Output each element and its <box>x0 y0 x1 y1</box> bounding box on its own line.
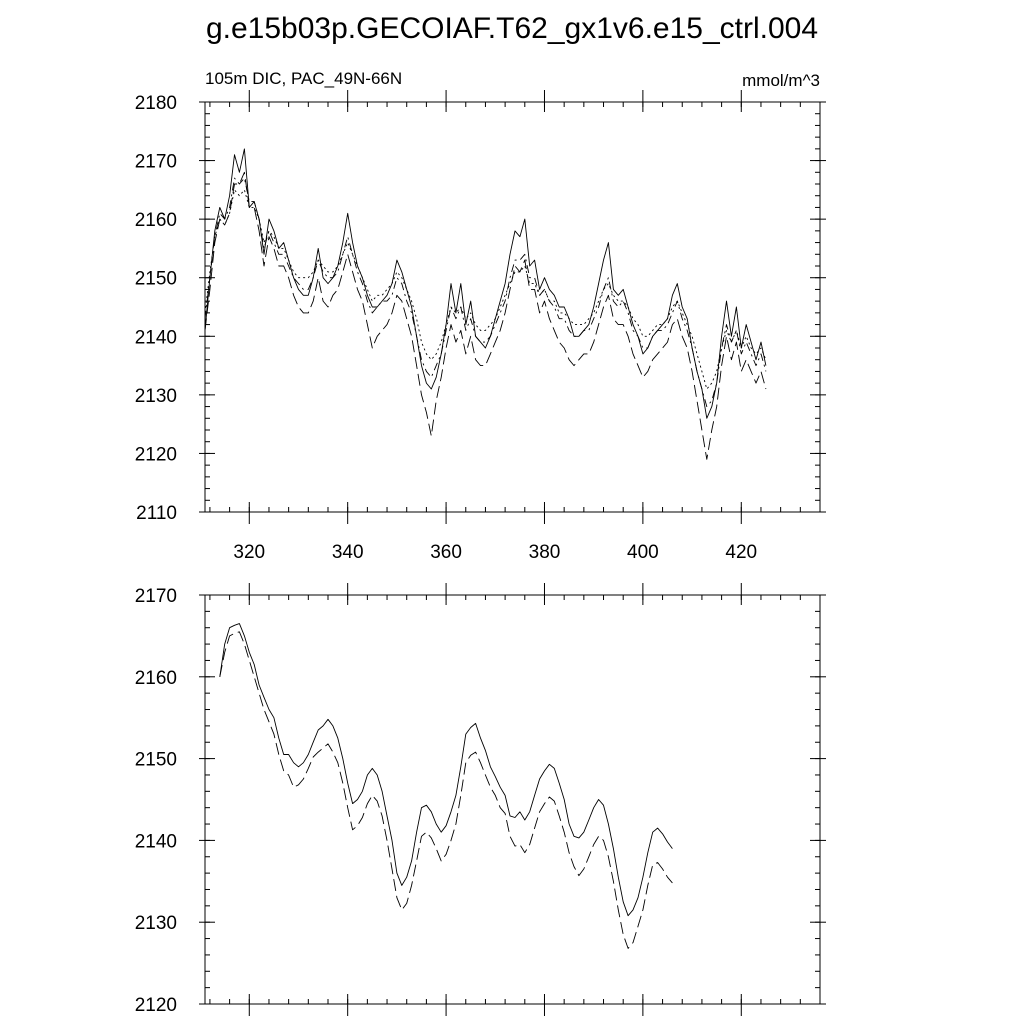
top-y-tick-label: 2130 <box>135 386 177 407</box>
top-x-tick-label: 340 <box>332 542 364 563</box>
top-y-tick-label: 2160 <box>135 210 177 231</box>
figure-title: g.e15b03p.GECOIAF.T62_gx1v6.e15_ctrl.004 <box>206 12 818 45</box>
top-y-tick-label: 2170 <box>135 152 177 173</box>
top-panel-subtitle-left: 105m DIC, PAC_49N-66N <box>205 69 402 88</box>
top-plot-frame <box>204 101 821 513</box>
bottom-y-tick-label: 2160 <box>135 668 177 689</box>
bottom-series-line-1-solid <box>219 623 673 917</box>
top-series-line-4-dotted <box>204 189 767 390</box>
bottom-y-tick-label: 2130 <box>135 913 177 934</box>
bottom-y-tick-label: 2120 <box>135 995 177 1016</box>
bottom-y-tick-label: 2140 <box>135 831 177 852</box>
bottom-y-tick-label: 2170 <box>135 586 177 607</box>
top-y-tick-label: 2180 <box>135 93 177 114</box>
top-series-line-3-dash-dot <box>204 177 767 408</box>
bottom-panel: 2120 2130 2140 2150 2160 2170 <box>135 583 826 1016</box>
bottom-y-tick-label: 2150 <box>135 750 177 771</box>
top-series-line-2-long-dash <box>204 171 767 460</box>
top-x-tick-label: 380 <box>529 542 561 563</box>
top-x-tick-label: 360 <box>430 542 462 563</box>
bottom-series-line-2-long-dash <box>219 631 673 949</box>
top-x-tick-label: 420 <box>725 542 757 563</box>
top-series-line-1-solid <box>204 148 767 419</box>
top-panel: 105m DIC, PAC_49N-66N mmol/m^3 2110 2120 2… <box>135 69 826 563</box>
top-y-tick-label: 2150 <box>135 269 177 290</box>
top-x-tick-label: 320 <box>233 542 265 563</box>
top-y-tick-label: 2110 <box>136 503 177 524</box>
top-panel-units-label: mmol/m^3 <box>742 71 820 90</box>
bottom-plot-frame <box>204 594 821 1005</box>
top-x-tick-label: 400 <box>627 542 659 563</box>
top-y-tick-label: 2120 <box>135 444 177 465</box>
top-y-tick-label: 2140 <box>135 327 177 348</box>
